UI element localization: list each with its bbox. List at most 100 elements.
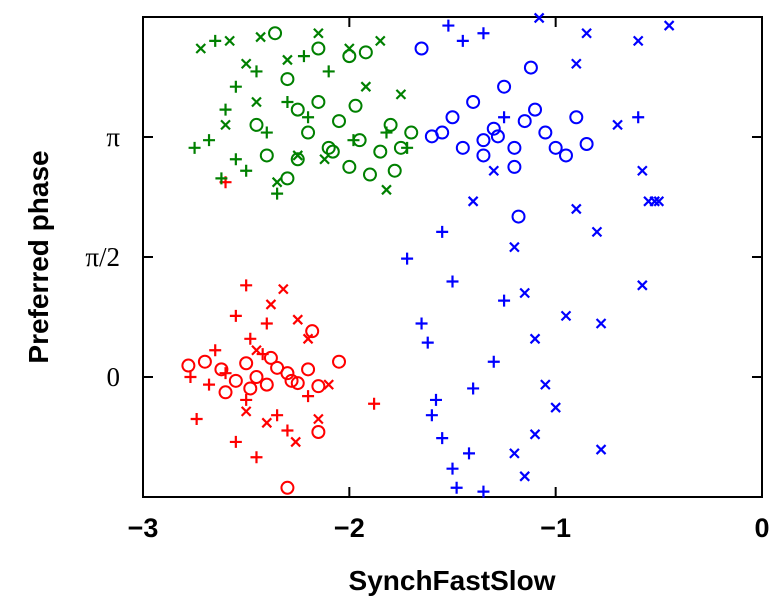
point — [560, 310, 572, 322]
point — [445, 110, 460, 125]
point — [486, 121, 501, 136]
point — [292, 314, 304, 325]
point — [358, 45, 373, 60]
point — [591, 226, 603, 238]
point — [188, 141, 201, 154]
point — [381, 184, 392, 196]
point — [466, 94, 481, 109]
point — [436, 225, 449, 238]
point — [429, 393, 442, 406]
point — [497, 79, 512, 94]
y-tick-label: π/2 — [85, 242, 120, 272]
point — [404, 125, 419, 140]
point — [256, 348, 269, 361]
point — [268, 26, 283, 41]
point — [476, 148, 491, 163]
point — [313, 413, 324, 425]
point — [249, 117, 264, 132]
point — [297, 50, 310, 63]
point — [209, 344, 222, 357]
point — [251, 96, 262, 108]
point — [421, 336, 434, 349]
point — [467, 382, 480, 395]
point — [498, 294, 511, 307]
point — [322, 65, 335, 78]
point — [348, 98, 363, 113]
point — [261, 417, 273, 429]
point — [271, 409, 284, 422]
point — [383, 117, 398, 132]
point — [425, 409, 438, 422]
point — [344, 43, 355, 54]
point — [229, 435, 242, 448]
point — [637, 165, 648, 177]
point — [240, 279, 253, 292]
point — [342, 49, 357, 64]
point — [218, 385, 233, 400]
point — [215, 172, 228, 185]
point — [255, 31, 266, 43]
point — [319, 153, 330, 165]
point — [240, 164, 253, 177]
point — [517, 114, 532, 129]
point — [558, 148, 573, 163]
point — [219, 103, 232, 116]
point — [490, 129, 505, 144]
point — [509, 448, 520, 459]
point — [569, 110, 584, 125]
point — [375, 35, 386, 47]
point — [325, 144, 340, 159]
point — [571, 58, 582, 70]
point — [250, 65, 263, 78]
point — [401, 252, 414, 265]
point — [292, 150, 304, 161]
point — [456, 34, 469, 47]
point — [184, 371, 197, 383]
x-axis-label: SynchFastSlow — [349, 565, 556, 596]
point — [595, 444, 607, 455]
point — [548, 140, 563, 155]
point — [401, 141, 414, 154]
point — [360, 81, 372, 92]
point — [190, 413, 203, 426]
point — [450, 481, 463, 494]
point — [415, 317, 428, 330]
point — [442, 19, 455, 32]
point — [282, 54, 293, 66]
point — [220, 119, 231, 131]
point — [203, 378, 216, 391]
point — [455, 140, 470, 155]
point — [290, 376, 305, 391]
point — [446, 462, 459, 475]
point — [181, 358, 196, 373]
point — [313, 27, 324, 39]
point — [387, 163, 402, 178]
point — [259, 148, 274, 163]
point — [278, 283, 289, 295]
point — [637, 280, 648, 291]
point — [507, 159, 522, 174]
y-tick-label: π — [106, 122, 120, 152]
point — [259, 377, 274, 392]
point — [529, 429, 541, 440]
point — [632, 111, 645, 124]
point — [290, 102, 305, 117]
point — [380, 126, 393, 139]
point — [663, 20, 675, 31]
point — [653, 196, 665, 207]
point — [302, 390, 315, 403]
point — [529, 333, 541, 345]
point — [342, 159, 357, 174]
point — [311, 425, 326, 440]
point — [519, 471, 530, 482]
point — [219, 367, 232, 380]
point — [511, 209, 526, 224]
point — [467, 196, 479, 207]
point — [632, 35, 644, 47]
point — [301, 362, 316, 377]
point — [487, 355, 500, 368]
point — [519, 287, 530, 299]
point — [260, 126, 273, 139]
point — [528, 102, 543, 117]
